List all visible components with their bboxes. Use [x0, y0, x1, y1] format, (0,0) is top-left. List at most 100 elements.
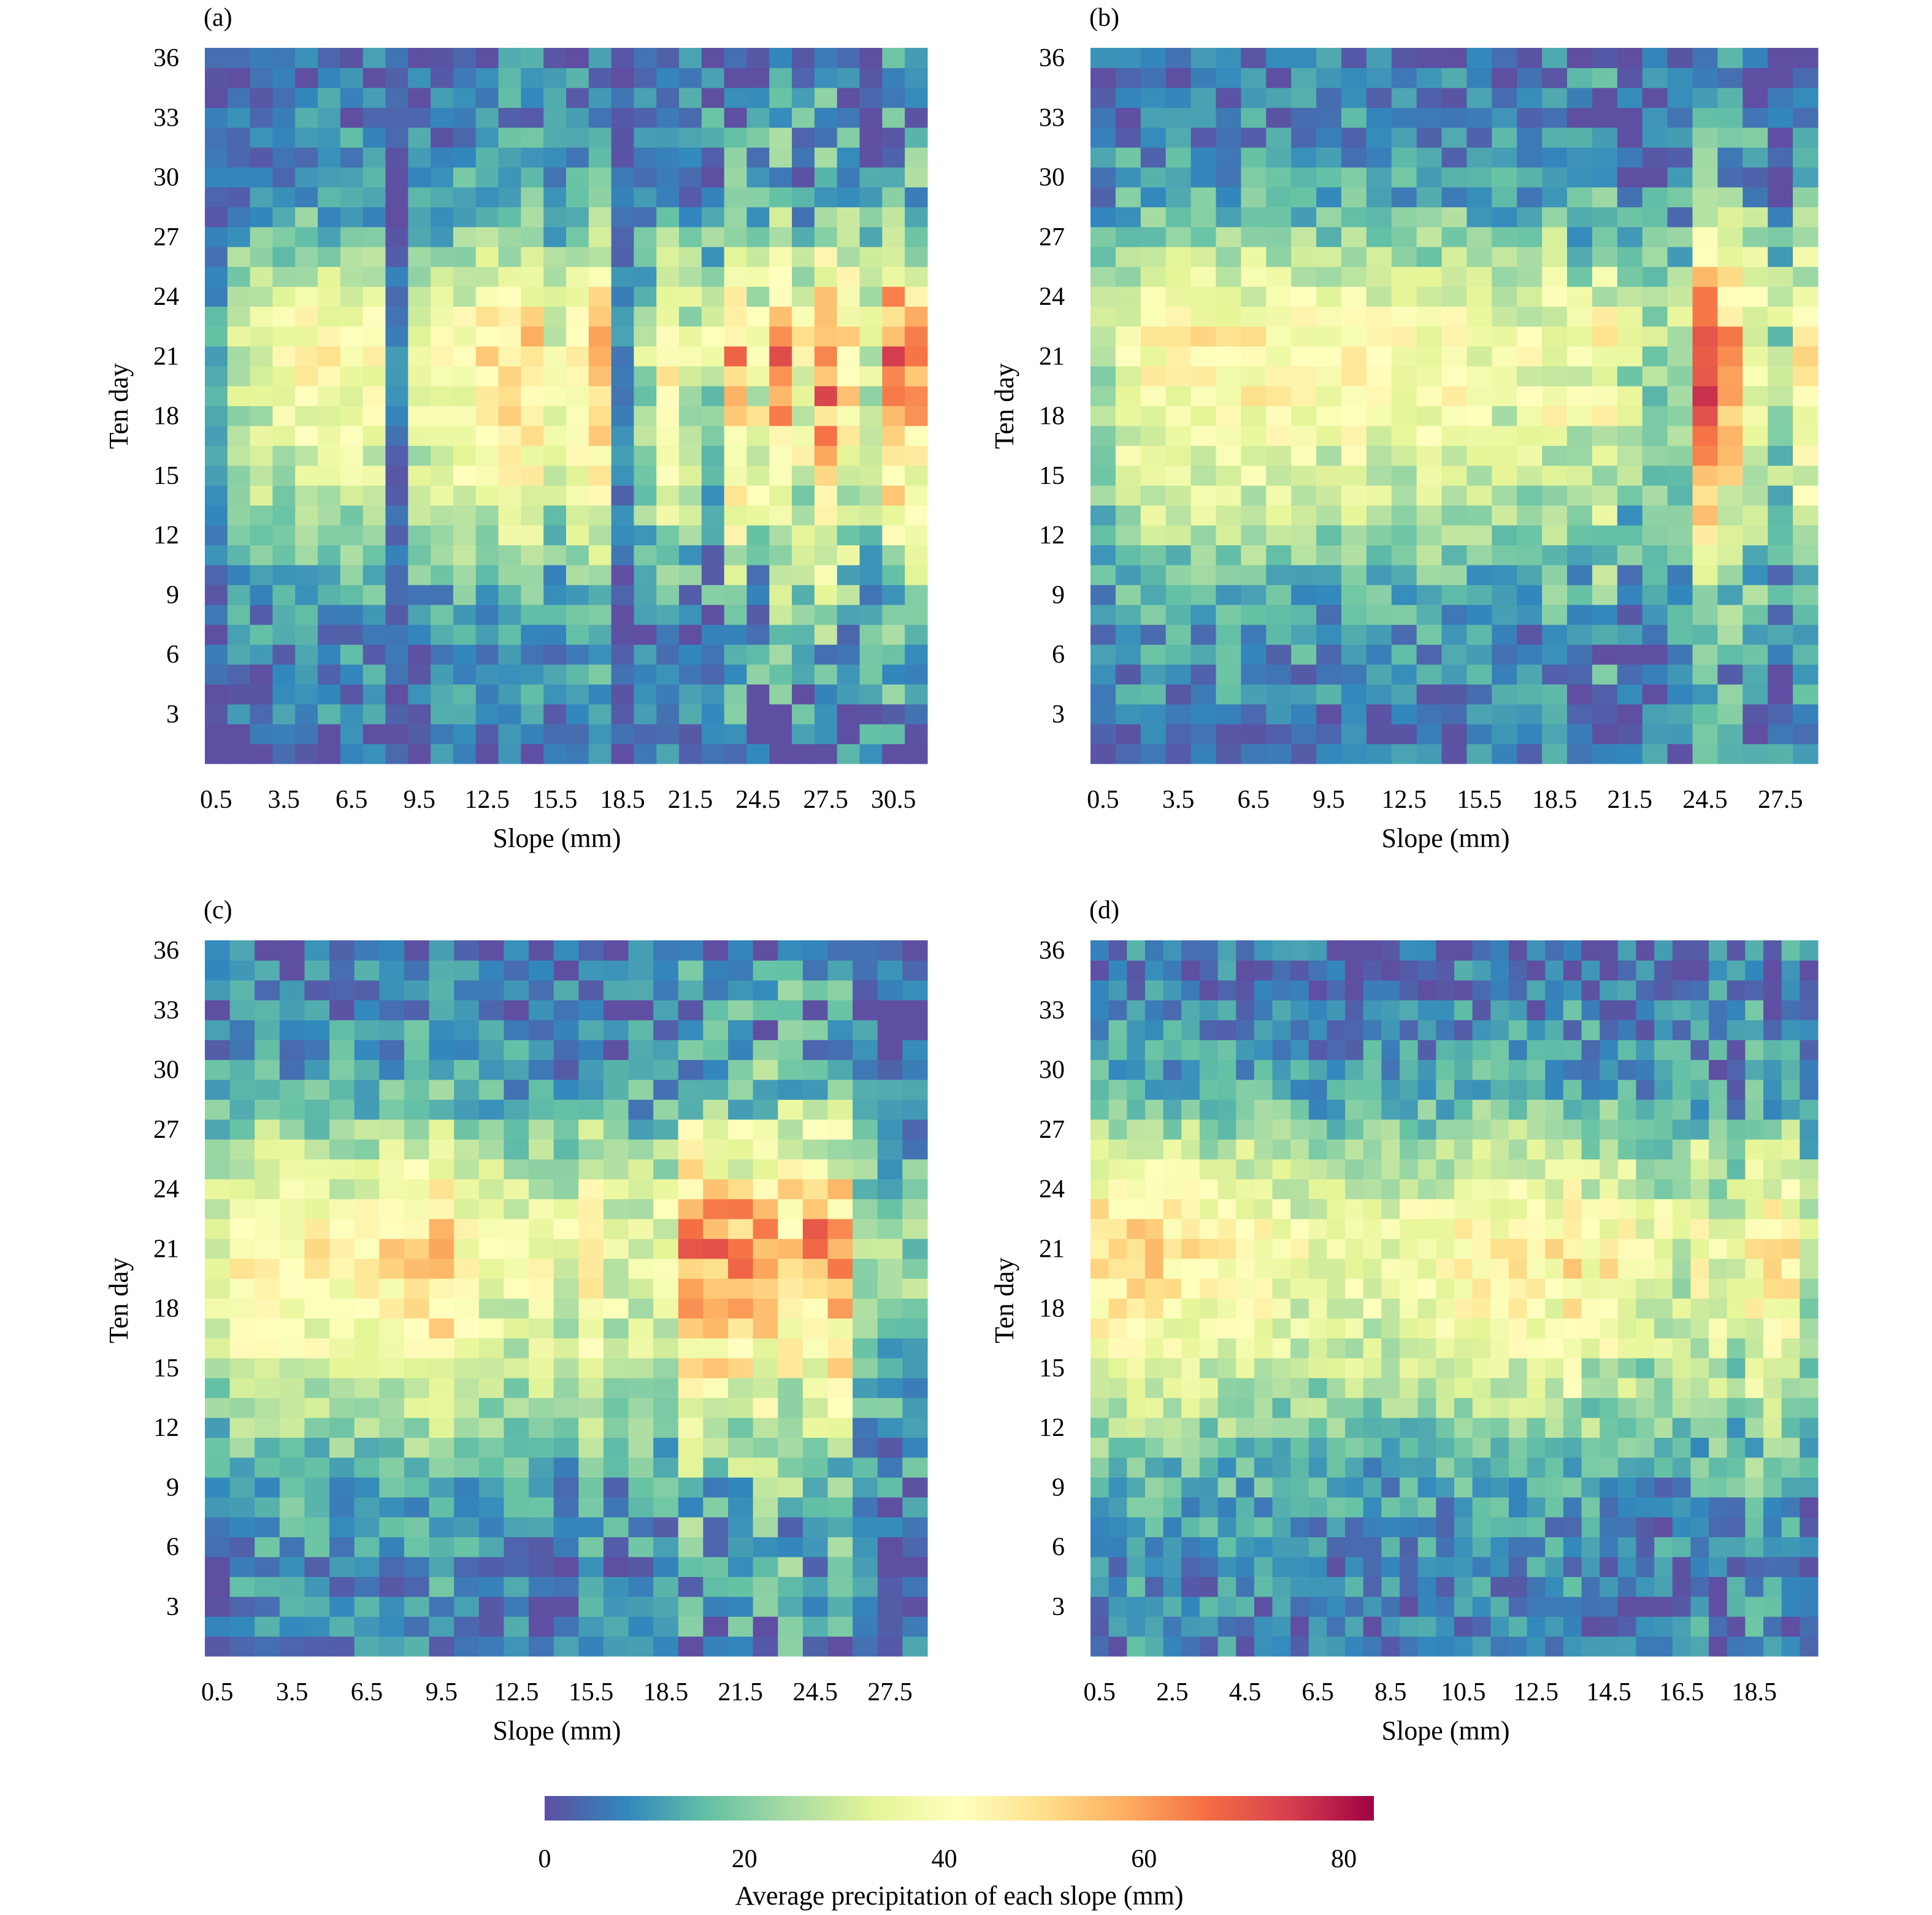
heatmap-cell	[1508, 1357, 1528, 1378]
heatmap-cell	[1327, 1556, 1346, 1577]
heatmap-cell	[478, 1517, 505, 1538]
heatmap-cell	[227, 67, 251, 88]
heatmap-cell	[588, 743, 612, 764]
heatmap-cell	[1290, 1059, 1309, 1080]
heatmap-cell	[1545, 1258, 1564, 1279]
heatmap-cell	[877, 1119, 903, 1140]
heatmap-cell	[1567, 48, 1593, 69]
heatmap-cell	[1327, 1636, 1346, 1657]
heatmap-cell	[902, 1616, 928, 1637]
y-tick-label: 21	[153, 1235, 179, 1264]
heatmap-cell	[1417, 1079, 1436, 1100]
heatmap-cell	[653, 1119, 679, 1140]
heatmap-cell	[1363, 940, 1382, 961]
heatmap-cell	[1454, 1556, 1473, 1577]
heatmap-cell	[1617, 425, 1643, 446]
heatmap-cell	[1717, 346, 1743, 367]
heatmap-cell	[1617, 1556, 1637, 1577]
heatmap-cell	[1241, 127, 1267, 148]
heatmap-cell	[354, 1000, 380, 1021]
heatmap-cell	[329, 1437, 355, 1458]
heatmap-cell	[1654, 1099, 1673, 1120]
heatmap-cell	[504, 1517, 529, 1538]
heatmap-cell	[318, 445, 341, 466]
heatmap-cell	[250, 147, 274, 168]
heatmap-cell	[1199, 1636, 1219, 1657]
heatmap-cell	[1800, 1418, 1819, 1438]
heatmap-cell	[250, 405, 274, 426]
heatmap-cell	[429, 1238, 454, 1259]
heatmap-cell	[454, 1437, 480, 1458]
heatmap-cell	[454, 980, 480, 1000]
heatmap-cell	[521, 624, 544, 645]
heatmap-cell	[1742, 684, 1768, 705]
heatmap-cell	[1592, 743, 1618, 764]
heatmap-cell	[877, 960, 903, 981]
heatmap-cell	[1144, 1517, 1164, 1538]
heatmap-cell	[1144, 1258, 1164, 1279]
heatmap-cell	[1636, 1159, 1655, 1180]
heatmap-cell	[1636, 1378, 1655, 1399]
heatmap-cell	[1667, 525, 1693, 546]
heatmap-cell	[205, 604, 228, 625]
heatmap-cell	[703, 1040, 729, 1061]
heatmap-cell	[877, 1099, 903, 1120]
heatmap-cell	[205, 1537, 231, 1557]
heatmap-cell	[454, 1258, 480, 1279]
heatmap-cell	[318, 326, 341, 347]
heatmap-cell	[1417, 1139, 1436, 1160]
heatmap-cell	[1316, 226, 1342, 247]
heatmap-cell	[1091, 346, 1116, 367]
heatmap-cell	[227, 366, 251, 386]
heatmap-cell	[882, 505, 905, 526]
heatmap-cell	[1466, 743, 1492, 764]
heatmap-cell	[1793, 743, 1819, 764]
heatmap-cell	[1417, 980, 1436, 1000]
heatmap-cell	[1454, 1318, 1473, 1338]
heatmap-cell	[1690, 1437, 1709, 1458]
heatmap-cell	[701, 207, 725, 228]
heatmap-cell	[404, 1497, 430, 1518]
heatmap-cell	[1692, 465, 1719, 486]
heatmap-cell	[1144, 1099, 1164, 1120]
heatmap-cell	[1763, 1357, 1782, 1378]
heatmap-cell	[255, 1318, 280, 1338]
heatmap-cell	[1108, 1437, 1127, 1458]
heatmap-cell	[1642, 445, 1668, 466]
heatmap-cell	[1441, 366, 1468, 386]
heatmap-cell	[814, 127, 838, 148]
heatmap-cell	[385, 286, 408, 307]
heatmap-cell	[1717, 505, 1743, 526]
heatmap-cell	[1190, 386, 1217, 407]
heatmap-cell	[553, 1378, 579, 1399]
heatmap-cell	[1417, 1537, 1436, 1557]
heatmap-cell	[340, 247, 364, 267]
heatmap-cell	[1417, 1298, 1436, 1319]
heatmap-cell	[1181, 1179, 1200, 1200]
heatmap-cell	[1600, 1616, 1619, 1637]
heatmap-cell	[802, 1576, 829, 1597]
heatmap-cell	[566, 465, 589, 486]
heatmap-cell	[1545, 1357, 1564, 1378]
x-tick-label: 24.5	[792, 1678, 838, 1706]
heatmap-cell	[1127, 1418, 1146, 1438]
heatmap-cell	[1508, 1556, 1528, 1577]
heatmap-cell	[1768, 604, 1793, 625]
heatmap-cell	[1216, 286, 1241, 307]
heatmap-cell	[1581, 1596, 1600, 1617]
heatmap-cell	[1563, 1318, 1582, 1338]
heatmap-cell	[279, 1497, 305, 1518]
heatmap-cell	[634, 266, 657, 287]
heatmap-cell	[1199, 1397, 1219, 1418]
heatmap-cell	[678, 1079, 704, 1100]
heatmap-cell	[340, 207, 364, 228]
heatmap-cell	[1793, 405, 1819, 426]
heatmap-cell	[678, 1357, 704, 1378]
heatmap-cell	[1592, 266, 1618, 287]
heatmap-cell	[611, 585, 635, 605]
heatmap-cell	[1290, 1497, 1309, 1518]
heatmap-cell	[588, 545, 612, 566]
heatmap-cell	[1636, 1537, 1655, 1557]
heatmap-cell	[837, 346, 861, 367]
